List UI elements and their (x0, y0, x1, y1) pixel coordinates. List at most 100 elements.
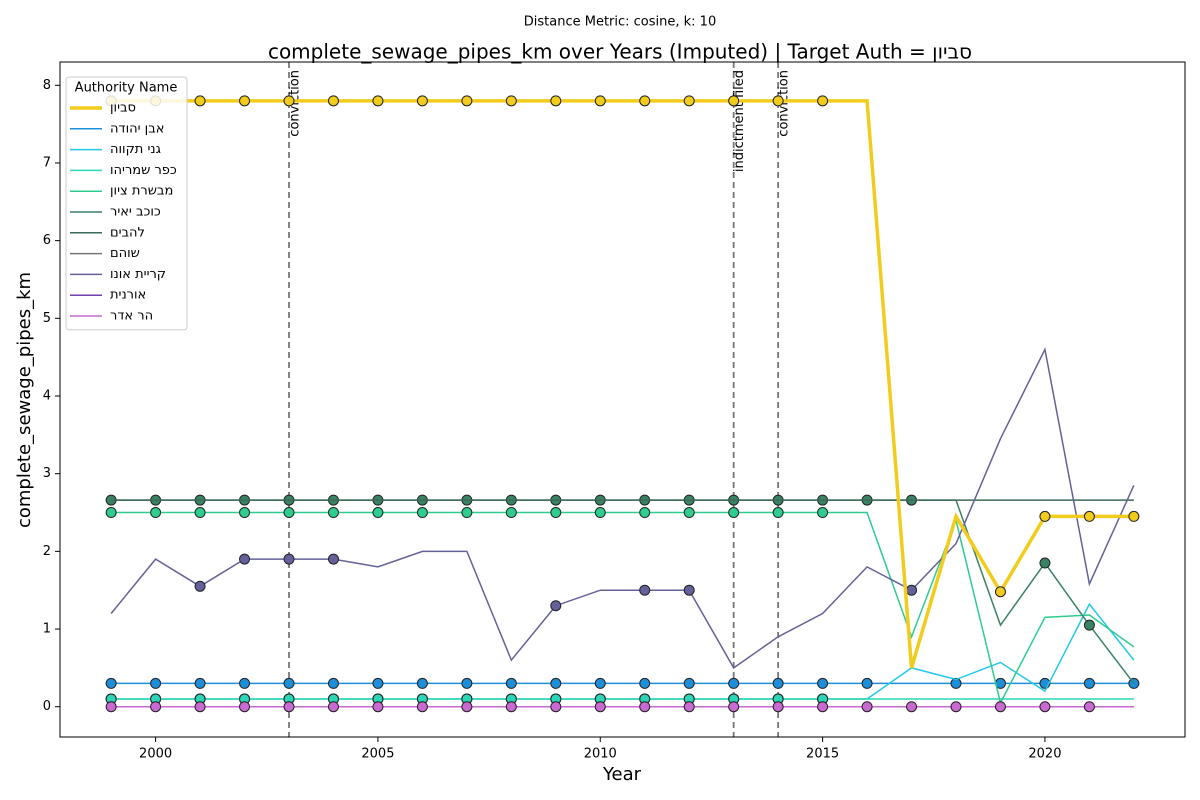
data-point (505, 701, 517, 713)
data-point (194, 701, 206, 713)
data-point (1083, 677, 1095, 689)
data-point (194, 507, 206, 519)
legend-label: כפר שמריהו (110, 163, 177, 178)
data-point (994, 701, 1006, 713)
series-line (111, 499, 1135, 684)
data-point (817, 95, 829, 107)
data-point (105, 677, 117, 689)
data-point (950, 701, 962, 713)
data-point (550, 701, 562, 713)
data-point (283, 507, 295, 519)
data-point (416, 507, 428, 519)
x-tick-label: 2015 (806, 747, 839, 762)
data-point (639, 677, 651, 689)
data-point (772, 677, 784, 689)
data-point (683, 677, 695, 689)
data-point (994, 586, 1006, 598)
y-tick-label: 2 (43, 544, 51, 559)
data-point (283, 95, 295, 107)
data-point (372, 677, 384, 689)
data-point (150, 677, 162, 689)
data-point (239, 507, 251, 519)
data-point (239, 677, 251, 689)
data-point (505, 507, 517, 519)
data-point (416, 701, 428, 713)
data-point (1039, 510, 1051, 522)
data-point (105, 701, 117, 713)
data-point (372, 95, 384, 107)
data-point (1039, 557, 1051, 569)
data-point (728, 677, 740, 689)
data-point (239, 701, 251, 713)
data-point (594, 507, 606, 519)
y-tick-label: 0 (43, 699, 51, 714)
y-tick-label: 4 (43, 389, 51, 404)
data-point (861, 701, 873, 713)
data-point (327, 677, 339, 689)
data-point (461, 507, 473, 519)
data-point (817, 677, 829, 689)
series-line (111, 511, 1135, 705)
data-point (105, 507, 117, 519)
event-label: conviction (777, 70, 792, 137)
data-point (194, 580, 206, 592)
legend-label: להבים (110, 225, 145, 240)
legend-title: Authority Name (75, 81, 178, 96)
x-tick-label: 2020 (1028, 747, 1061, 762)
data-point (639, 507, 651, 519)
data-point (772, 507, 784, 519)
data-point (639, 584, 651, 596)
y-tick-label: 5 (43, 311, 51, 326)
data-point (594, 677, 606, 689)
legend-label: סביון (110, 101, 136, 116)
data-point (461, 677, 473, 689)
y-tick-label: 7 (43, 155, 51, 170)
data-point (861, 677, 873, 689)
x-tick-label: 2005 (361, 747, 394, 762)
data-point (550, 95, 562, 107)
data-point (327, 701, 339, 713)
data-point (283, 553, 295, 565)
y-axis-label: complete_sewage_pipes_km (14, 272, 35, 528)
data-point (461, 95, 473, 107)
data-point (639, 95, 651, 107)
data-point (772, 95, 784, 107)
data-point (817, 507, 829, 519)
event-label: indictment filed (732, 70, 747, 172)
data-point (683, 507, 695, 519)
data-point (728, 507, 740, 519)
legend-label: הר אדר (110, 309, 153, 324)
data-point (372, 701, 384, 713)
data-point (416, 677, 428, 689)
data-point (283, 701, 295, 713)
data-point (327, 553, 339, 565)
data-point (505, 677, 517, 689)
legend-label: שוהם (110, 246, 140, 261)
data-point (950, 677, 962, 689)
data-point (1083, 619, 1095, 631)
data-point (906, 584, 918, 596)
legend-label: קריית אונו (110, 267, 166, 282)
data-point (906, 701, 918, 713)
data-point (372, 507, 384, 519)
legend-label: אורנית (110, 288, 146, 303)
data-point (594, 701, 606, 713)
legend-label: כוכב יאיר (110, 205, 161, 220)
data-point (594, 95, 606, 107)
y-tick-label: 6 (43, 233, 51, 248)
data-point (550, 507, 562, 519)
legend: Authority Name סביון אבן יהודה גני תקווה כפר… (65, 76, 188, 331)
data-point (683, 95, 695, 107)
data-point (150, 507, 162, 519)
data-point (194, 95, 206, 107)
event-label: conviction (288, 70, 303, 137)
data-point (239, 553, 251, 565)
data-point (772, 701, 784, 713)
plot-frame (59, 61, 1186, 738)
data-point (1083, 510, 1095, 522)
data-point (1128, 510, 1140, 522)
data-point (683, 701, 695, 713)
data-point (194, 677, 206, 689)
series-line (111, 99, 1134, 669)
